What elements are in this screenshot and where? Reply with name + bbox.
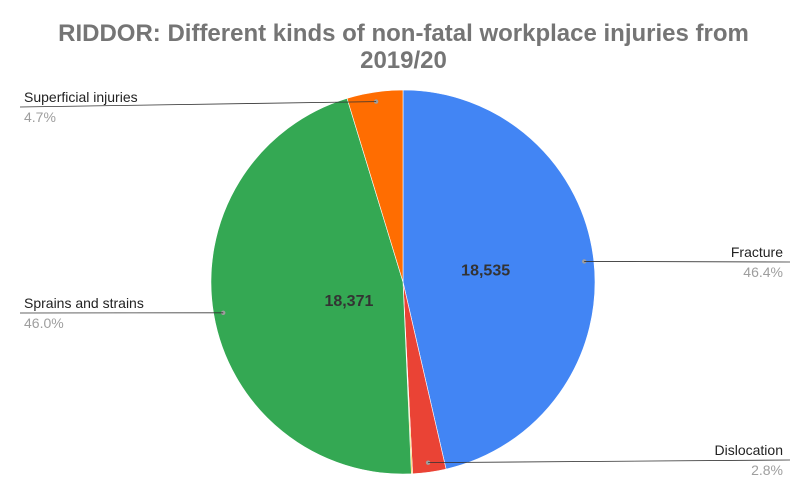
pie-slice-fracture [402, 89, 596, 470]
data-label-fracture: 18,535 [461, 262, 510, 279]
chart-title-line-2: 2019/20 [360, 47, 447, 74]
slice-percent-sprains-and-strains: 46.0% [24, 315, 64, 331]
slice-percent-superficial-injuries: 4.7% [24, 109, 56, 125]
slice-label-superficial-injuries: Superficial injuries [24, 89, 138, 105]
slice-label-sprains-and-strains: Sprains and strains [24, 295, 144, 311]
data-label-sprains-and-strains: 18,371 [324, 293, 373, 310]
slice-percent-dislocation: 2.8% [751, 462, 783, 478]
slice-label-fracture: Fracture [731, 244, 783, 260]
chart-title: RIDDOR: Different kinds of non-fatal wor… [0, 20, 807, 74]
pie-slice-superficial-injuries [346, 89, 404, 283]
callout-line-superficial-injuries [19, 101, 377, 108]
chart-title-line-1: RIDDOR: Different kinds of non-fatal wor… [58, 20, 749, 47]
callout-line-fracture [584, 261, 791, 263]
callout-dot-fracture [582, 259, 587, 264]
callout-line-dislocation [428, 459, 791, 464]
pie-slice-sprains-and-strains [210, 97, 412, 475]
slice-label-dislocation: Dislocation [715, 442, 783, 458]
slice-percent-fracture: 46.4% [743, 264, 783, 280]
